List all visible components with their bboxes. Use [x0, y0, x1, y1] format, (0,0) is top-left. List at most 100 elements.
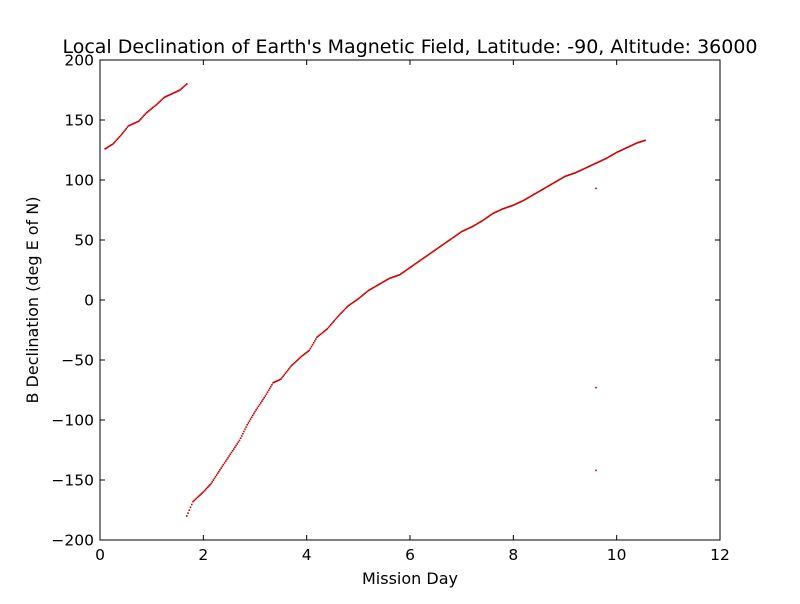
data-point — [206, 486, 209, 488]
data-point — [561, 176, 564, 179]
data-point — [481, 220, 484, 222]
data-point — [425, 255, 427, 258]
data-point — [316, 336, 318, 338]
data-point — [331, 322, 333, 325]
data-point — [480, 220, 482, 223]
data-point — [125, 127, 128, 130]
data-point — [145, 112, 148, 114]
data-point — [205, 487, 208, 490]
data-point — [540, 189, 542, 192]
data-point — [170, 93, 173, 95]
data-point — [595, 469, 597, 472]
data-point — [231, 450, 234, 452]
data-point — [351, 302, 354, 304]
data-point — [319, 333, 322, 336]
data-point — [633, 143, 635, 146]
data-point — [436, 247, 439, 250]
data-point — [470, 226, 472, 229]
data-point — [511, 204, 513, 207]
data-point — [239, 437, 242, 439]
data-point — [227, 456, 229, 459]
data-point — [444, 242, 447, 244]
data-point — [161, 98, 164, 101]
data-point — [111, 143, 113, 146]
data-point — [532, 194, 534, 196]
data-point — [197, 495, 200, 498]
data-point — [200, 493, 202, 495]
y-tick-label: 150 — [64, 112, 94, 130]
data-point — [589, 165, 592, 167]
data-point — [530, 194, 533, 197]
data-point — [189, 506, 192, 509]
plot-frame — [99, 59, 721, 541]
data-point — [195, 497, 198, 500]
x-tick-label: 4 — [302, 546, 312, 564]
data-point — [550, 183, 553, 186]
data-point — [235, 444, 237, 447]
data-point — [413, 263, 416, 266]
data-point — [229, 453, 232, 456]
data-point — [120, 133, 123, 136]
data-point — [640, 140, 643, 143]
data-point — [168, 94, 170, 96]
data-point — [326, 328, 329, 330]
data-point — [629, 145, 632, 147]
data-point — [584, 167, 587, 169]
data-point — [476, 222, 479, 225]
data-point — [625, 147, 627, 149]
data-point — [571, 173, 573, 175]
data-point — [274, 380, 277, 383]
data-point — [509, 205, 511, 208]
data-point — [597, 161, 600, 163]
data-point — [453, 235, 456, 238]
data-point — [309, 347, 312, 350]
data-point — [630, 144, 633, 147]
data-point — [164, 95, 167, 98]
data-point — [577, 170, 580, 172]
data-point — [374, 285, 377, 288]
data-point — [387, 278, 389, 280]
data-point — [342, 310, 345, 312]
data-point — [612, 153, 615, 156]
data-point — [614, 152, 617, 154]
data-point — [514, 203, 517, 205]
data-point — [403, 270, 406, 273]
data-point — [140, 118, 142, 120]
y-tick-label: −50 — [61, 352, 94, 370]
data-point — [285, 371, 288, 373]
data-point — [522, 199, 525, 202]
data-point — [507, 206, 510, 208]
data-point — [362, 294, 364, 296]
data-point — [192, 500, 194, 503]
data-point — [129, 124, 132, 126]
data-point — [352, 301, 355, 303]
data-point — [460, 230, 463, 233]
data-point — [555, 180, 557, 183]
data-point — [404, 270, 407, 272]
y-tick-label: −150 — [51, 472, 94, 490]
data-point — [573, 172, 575, 174]
data-point — [385, 279, 387, 282]
data-point — [611, 154, 613, 156]
data-point — [113, 142, 115, 144]
data-point — [348, 304, 350, 306]
data-point — [623, 147, 626, 150]
data-point — [341, 311, 344, 313]
data-point — [123, 130, 125, 133]
data-point — [437, 246, 440, 249]
data-point — [275, 380, 278, 383]
data-point — [325, 328, 327, 331]
data-point — [226, 458, 228, 461]
data-point — [306, 351, 308, 353]
data-point — [196, 496, 199, 499]
data-point — [249, 418, 252, 420]
x-tick-label: 0 — [95, 546, 105, 564]
data-point — [220, 467, 222, 469]
data-point — [644, 139, 646, 142]
data-point — [634, 143, 636, 145]
data-point — [459, 231, 462, 234]
data-point — [427, 254, 430, 256]
data-point — [421, 258, 424, 260]
data-point — [442, 243, 445, 246]
data-point — [567, 174, 570, 176]
